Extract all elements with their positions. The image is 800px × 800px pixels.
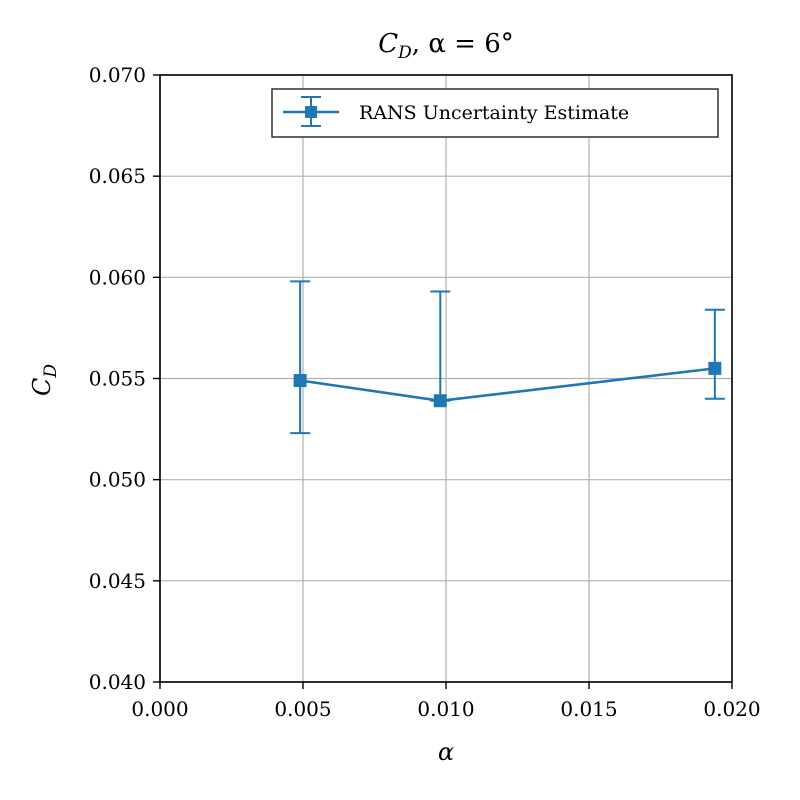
legend: RANS Uncertainty Estimate	[271, 88, 719, 138]
y-label-sub: D	[41, 364, 61, 379]
title-sub: D	[397, 43, 412, 63]
series-group	[290, 280, 725, 435]
axis-ticks: 0.000 0.005 0.010 0.015 0.020 0.040 0.045 0.050…	[89, 63, 761, 721]
data-point-marker	[708, 361, 722, 375]
x-tick-label: 0.000	[131, 697, 188, 721]
y-tick-label: 0.060	[89, 265, 146, 289]
legend-marker	[305, 106, 317, 118]
y-tick-label: 0.055	[89, 367, 146, 391]
x-tick-label: 0.010	[417, 697, 474, 721]
y-label-main: C	[28, 378, 56, 396]
y-tick-label: 0.040	[89, 670, 146, 694]
chart-title: CD, α = 6°	[378, 29, 514, 63]
y-tick-label: 0.065	[89, 164, 146, 188]
y-axis-label: CD	[28, 364, 61, 396]
title-rest: , α = 6°	[412, 29, 514, 59]
x-tick-label: 0.015	[560, 697, 617, 721]
data-point-marker	[433, 394, 447, 408]
legend-box	[271, 88, 719, 138]
x-tick-label: 0.020	[703, 697, 760, 721]
data-point-marker	[293, 374, 307, 388]
title-main: C	[378, 29, 398, 59]
x-axis-label: α	[438, 738, 454, 766]
legend-label: RANS Uncertainty Estimate	[359, 102, 629, 124]
y-tick-label: 0.070	[89, 63, 146, 87]
x-tick-label: 0.005	[274, 697, 331, 721]
y-tick-label: 0.045	[89, 569, 146, 593]
y-tick-label: 0.050	[89, 468, 146, 492]
